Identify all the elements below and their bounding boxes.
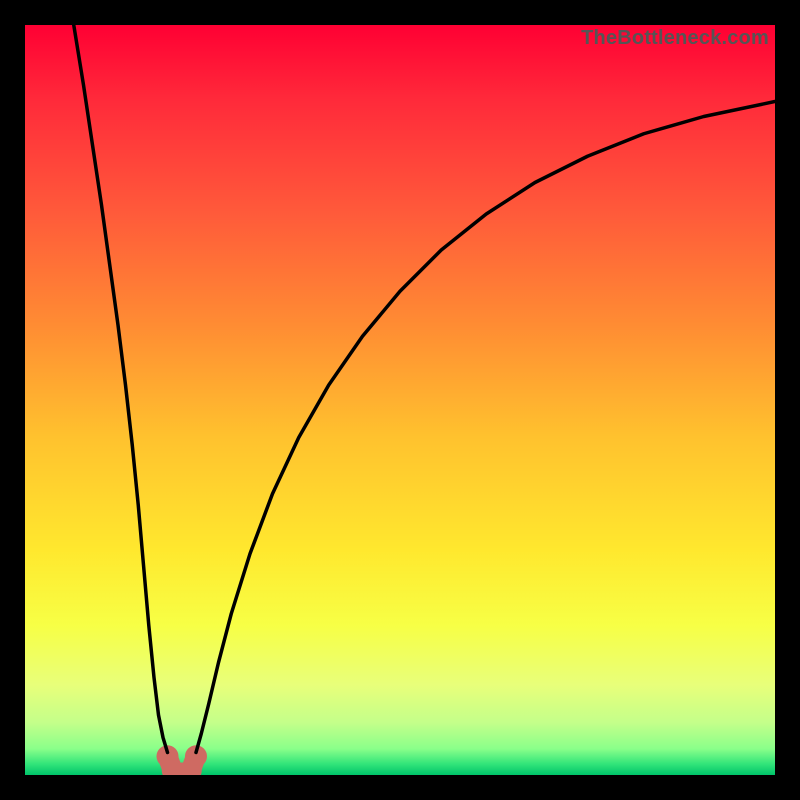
curve-left-branch bbox=[74, 25, 168, 753]
curve-right-branch bbox=[196, 102, 775, 753]
curve-layer bbox=[25, 25, 775, 775]
chart-frame: TheBottleneck.com bbox=[0, 0, 800, 800]
watermark-text: TheBottleneck.com bbox=[581, 27, 769, 50]
plot-area: TheBottleneck.com bbox=[25, 25, 775, 775]
dip-markers bbox=[157, 745, 208, 775]
